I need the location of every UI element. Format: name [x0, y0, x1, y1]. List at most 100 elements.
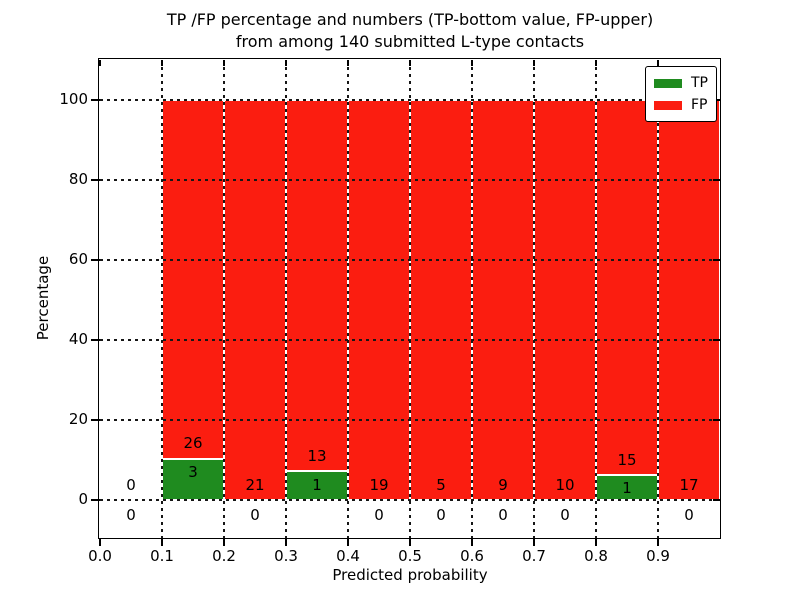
y-tick-right	[713, 259, 720, 261]
x-tick-label: 0.5	[398, 547, 422, 565]
x-gridline	[161, 60, 163, 538]
x-tick-bottom	[223, 538, 225, 546]
tp-color-swatch	[654, 78, 682, 88]
x-tick-bottom	[657, 538, 659, 546]
x-tick-label: 0.1	[150, 547, 174, 565]
fp-bar-segment	[658, 100, 720, 500]
x-tick-bottom	[99, 538, 101, 546]
tp-count-label: 3	[188, 462, 198, 481]
x-axis-label: Predicted probability	[332, 566, 488, 584]
x-tick-top	[409, 60, 411, 66]
x-tick-top	[223, 60, 225, 66]
y-tick-right	[713, 179, 720, 181]
legend-entry-fp: FP	[654, 94, 708, 116]
legend-label-fp: FP	[691, 97, 708, 113]
tp-bar-segment	[162, 458, 224, 500]
y-tick-right	[713, 419, 720, 421]
tp-bar-segment	[286, 471, 348, 500]
y-tick-right	[713, 339, 720, 341]
x-tick-label: 0.9	[646, 547, 670, 565]
tp-count-label: 0	[498, 506, 508, 525]
x-tick-label: 0.3	[274, 547, 298, 565]
plot-area: 0 0 26 3 21 0 13 1 19 0 5 0 9 0 10 0 15 1 17 0 0 20 40 60 80 100 0…	[59, 60, 720, 565]
fp-bar-segment	[348, 100, 410, 500]
x-tick-label: 0.7	[522, 547, 546, 565]
tp-count-label: 0	[560, 506, 570, 525]
x-gridline	[409, 60, 411, 538]
x-tick-bottom	[347, 538, 349, 546]
chart-title: TP /FP percentage and numbers (TP-bottom…	[110, 9, 710, 53]
y-tick-left	[91, 499, 100, 501]
x-tick-bottom	[285, 538, 287, 546]
x-tick-top	[161, 60, 163, 66]
x-tick-label: 0.6	[460, 547, 484, 565]
x-tick-label: 0.8	[584, 547, 608, 565]
fp-bar-segment	[472, 100, 534, 500]
x-tick-label: 0.2	[212, 547, 236, 565]
x-tick-bottom	[471, 538, 473, 546]
y-tick-left	[91, 339, 100, 341]
x-tick-top	[99, 60, 101, 66]
x-gridline	[285, 60, 287, 538]
x-tick-top	[595, 60, 597, 66]
tp-count-label: 0	[436, 506, 446, 525]
x-tick-top	[657, 60, 659, 66]
legend-entry-tp: TP	[654, 72, 708, 94]
y-tick-label: 0	[78, 490, 88, 508]
y-tick-label: 80	[68, 170, 88, 188]
fp-count-label: 10	[555, 475, 575, 494]
y-tick-left	[91, 179, 100, 181]
x-gridline	[657, 60, 659, 538]
y-axis-label: Percentage	[34, 255, 52, 341]
x-tick-label: 0.4	[336, 547, 360, 565]
x-gridline	[223, 60, 225, 538]
y-tick-right	[713, 499, 720, 501]
fp-bar-segment	[162, 100, 224, 459]
fp-count-label: 5	[436, 475, 446, 494]
fp-bar-segment	[286, 100, 348, 472]
fp-bar-segment	[224, 100, 286, 500]
tp-count-label: 0	[374, 506, 384, 525]
x-tick-top	[471, 60, 473, 66]
tp-count-label: 1	[622, 479, 632, 498]
y-tick-label: 20	[68, 410, 88, 428]
x-gridline	[471, 60, 473, 538]
x-tick-bottom	[533, 538, 535, 546]
x-tick-label: 0.0	[88, 547, 112, 565]
fp-color-swatch	[654, 100, 682, 110]
chart-title-line2: from among 140 submitted L-type contacts	[235, 32, 585, 51]
fp-count-label: 9	[498, 475, 508, 494]
x-gridline	[533, 60, 535, 538]
y-tick-label: 100	[59, 90, 88, 108]
y-tick-left	[91, 259, 100, 261]
fp-bar-segment	[534, 100, 596, 500]
fp-count-label: 17	[679, 475, 699, 494]
legend-label-tp: TP	[691, 75, 708, 91]
x-tick-bottom	[409, 538, 411, 546]
x-gridline	[347, 60, 349, 538]
x-gridline	[595, 60, 597, 538]
fp-count-label: 15	[617, 450, 637, 469]
y-tick-label: 60	[68, 250, 88, 268]
chart-title-line1: TP /FP percentage and numbers (TP-bottom…	[166, 10, 654, 29]
tp-count-label: 1	[312, 475, 322, 494]
x-tick-top	[533, 60, 535, 66]
tp-count-label: 0	[126, 506, 136, 525]
fp-count-label: 26	[183, 434, 203, 453]
legend: TP FP	[645, 66, 717, 122]
fp-count-label: 19	[369, 475, 389, 494]
fp-count-label: 0	[126, 475, 136, 494]
x-tick-bottom	[595, 538, 597, 546]
y-tick-left	[91, 99, 100, 101]
x-tick-bottom	[161, 538, 163, 546]
x-tick-top	[347, 60, 349, 66]
y-tick-left	[91, 419, 100, 421]
x-tick-top	[285, 60, 287, 66]
fp-count-label: 13	[307, 447, 327, 466]
fp-bar-segment	[410, 100, 472, 500]
tp-count-label: 0	[250, 506, 260, 525]
fp-count-label: 21	[245, 475, 265, 494]
tp-count-label: 0	[684, 506, 694, 525]
y-tick-label: 40	[68, 330, 88, 348]
